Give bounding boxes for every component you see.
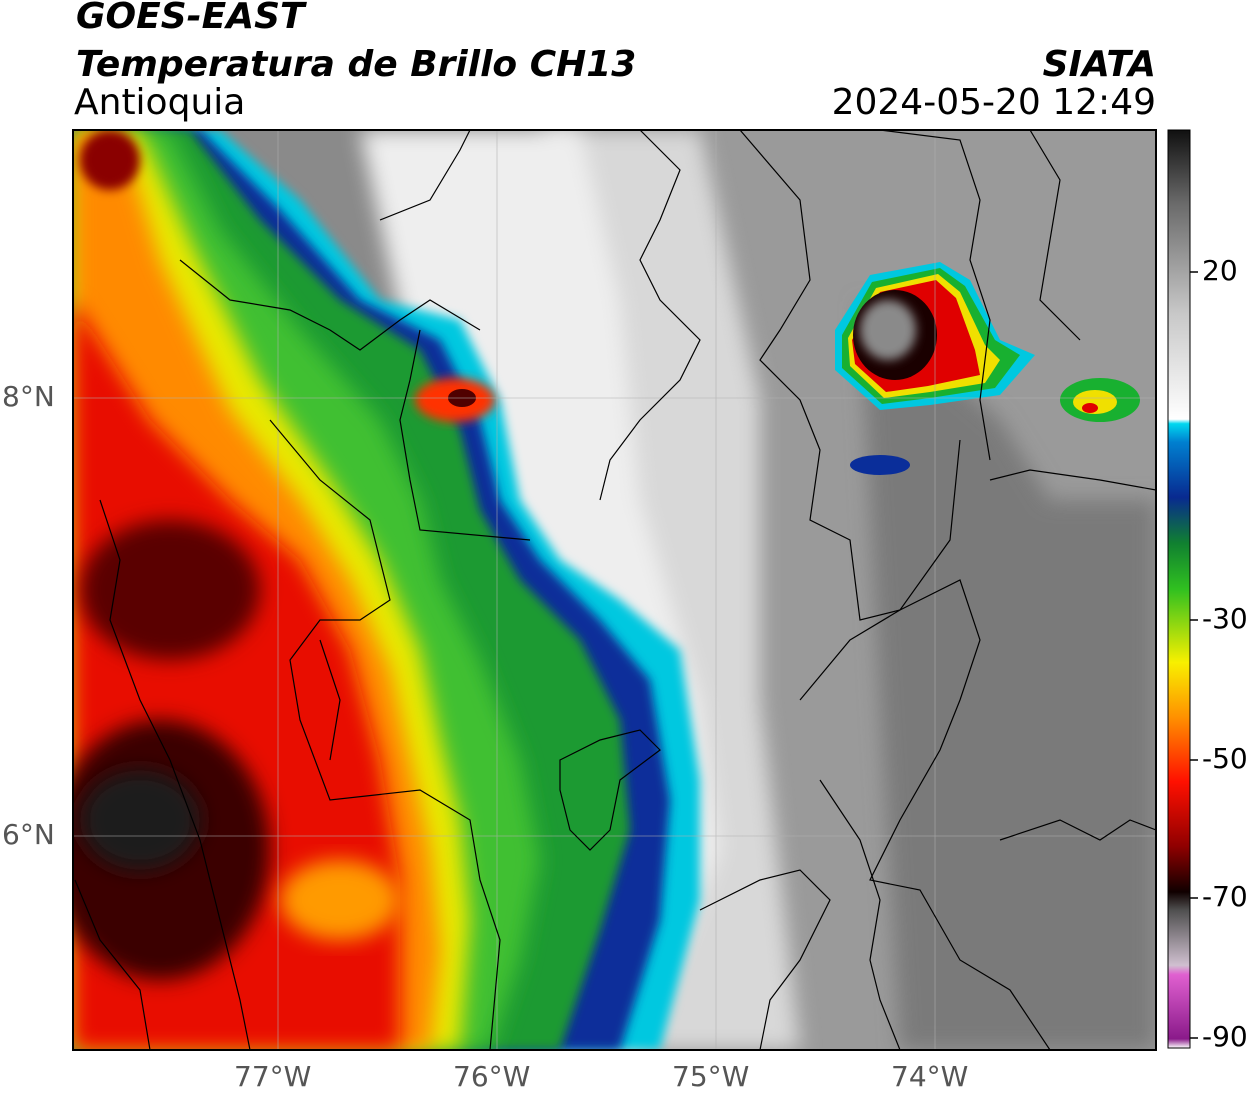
lat-tick-6n: 6°N bbox=[2, 818, 55, 851]
lat-tick-8n: 8°N bbox=[2, 380, 55, 413]
datetime-label: 2024-05-20 12:49 bbox=[831, 82, 1156, 123]
lon-tick-77w: 77°W bbox=[234, 1060, 312, 1093]
gridlines bbox=[73, 130, 1156, 1050]
lon-tick-74w: 74°W bbox=[891, 1060, 969, 1093]
colorbar-label-minus30: -30 bbox=[1202, 602, 1248, 635]
satellite-title: GOES-EAST bbox=[76, 0, 305, 37]
colorbar-label-minus90: -90 bbox=[1202, 1020, 1248, 1053]
colorbar-label-20: 20 bbox=[1202, 254, 1238, 287]
region-title: Antioquia bbox=[74, 82, 246, 123]
colorbar-label-minus50: -50 bbox=[1202, 742, 1248, 775]
admin-boundaries bbox=[74, 130, 1156, 1050]
convective-cloud-mass bbox=[73, 130, 700, 1050]
colorbar bbox=[1167, 129, 1198, 1049]
colorbar-label-minus70: -70 bbox=[1202, 880, 1248, 913]
organization-label: SIATA bbox=[1042, 44, 1156, 85]
lon-tick-76w: 76°W bbox=[453, 1060, 531, 1093]
lon-tick-75w: 75°W bbox=[672, 1060, 750, 1093]
product-title: Temperatura de Brillo CH13 bbox=[76, 44, 637, 85]
map-frame bbox=[72, 129, 1157, 1051]
